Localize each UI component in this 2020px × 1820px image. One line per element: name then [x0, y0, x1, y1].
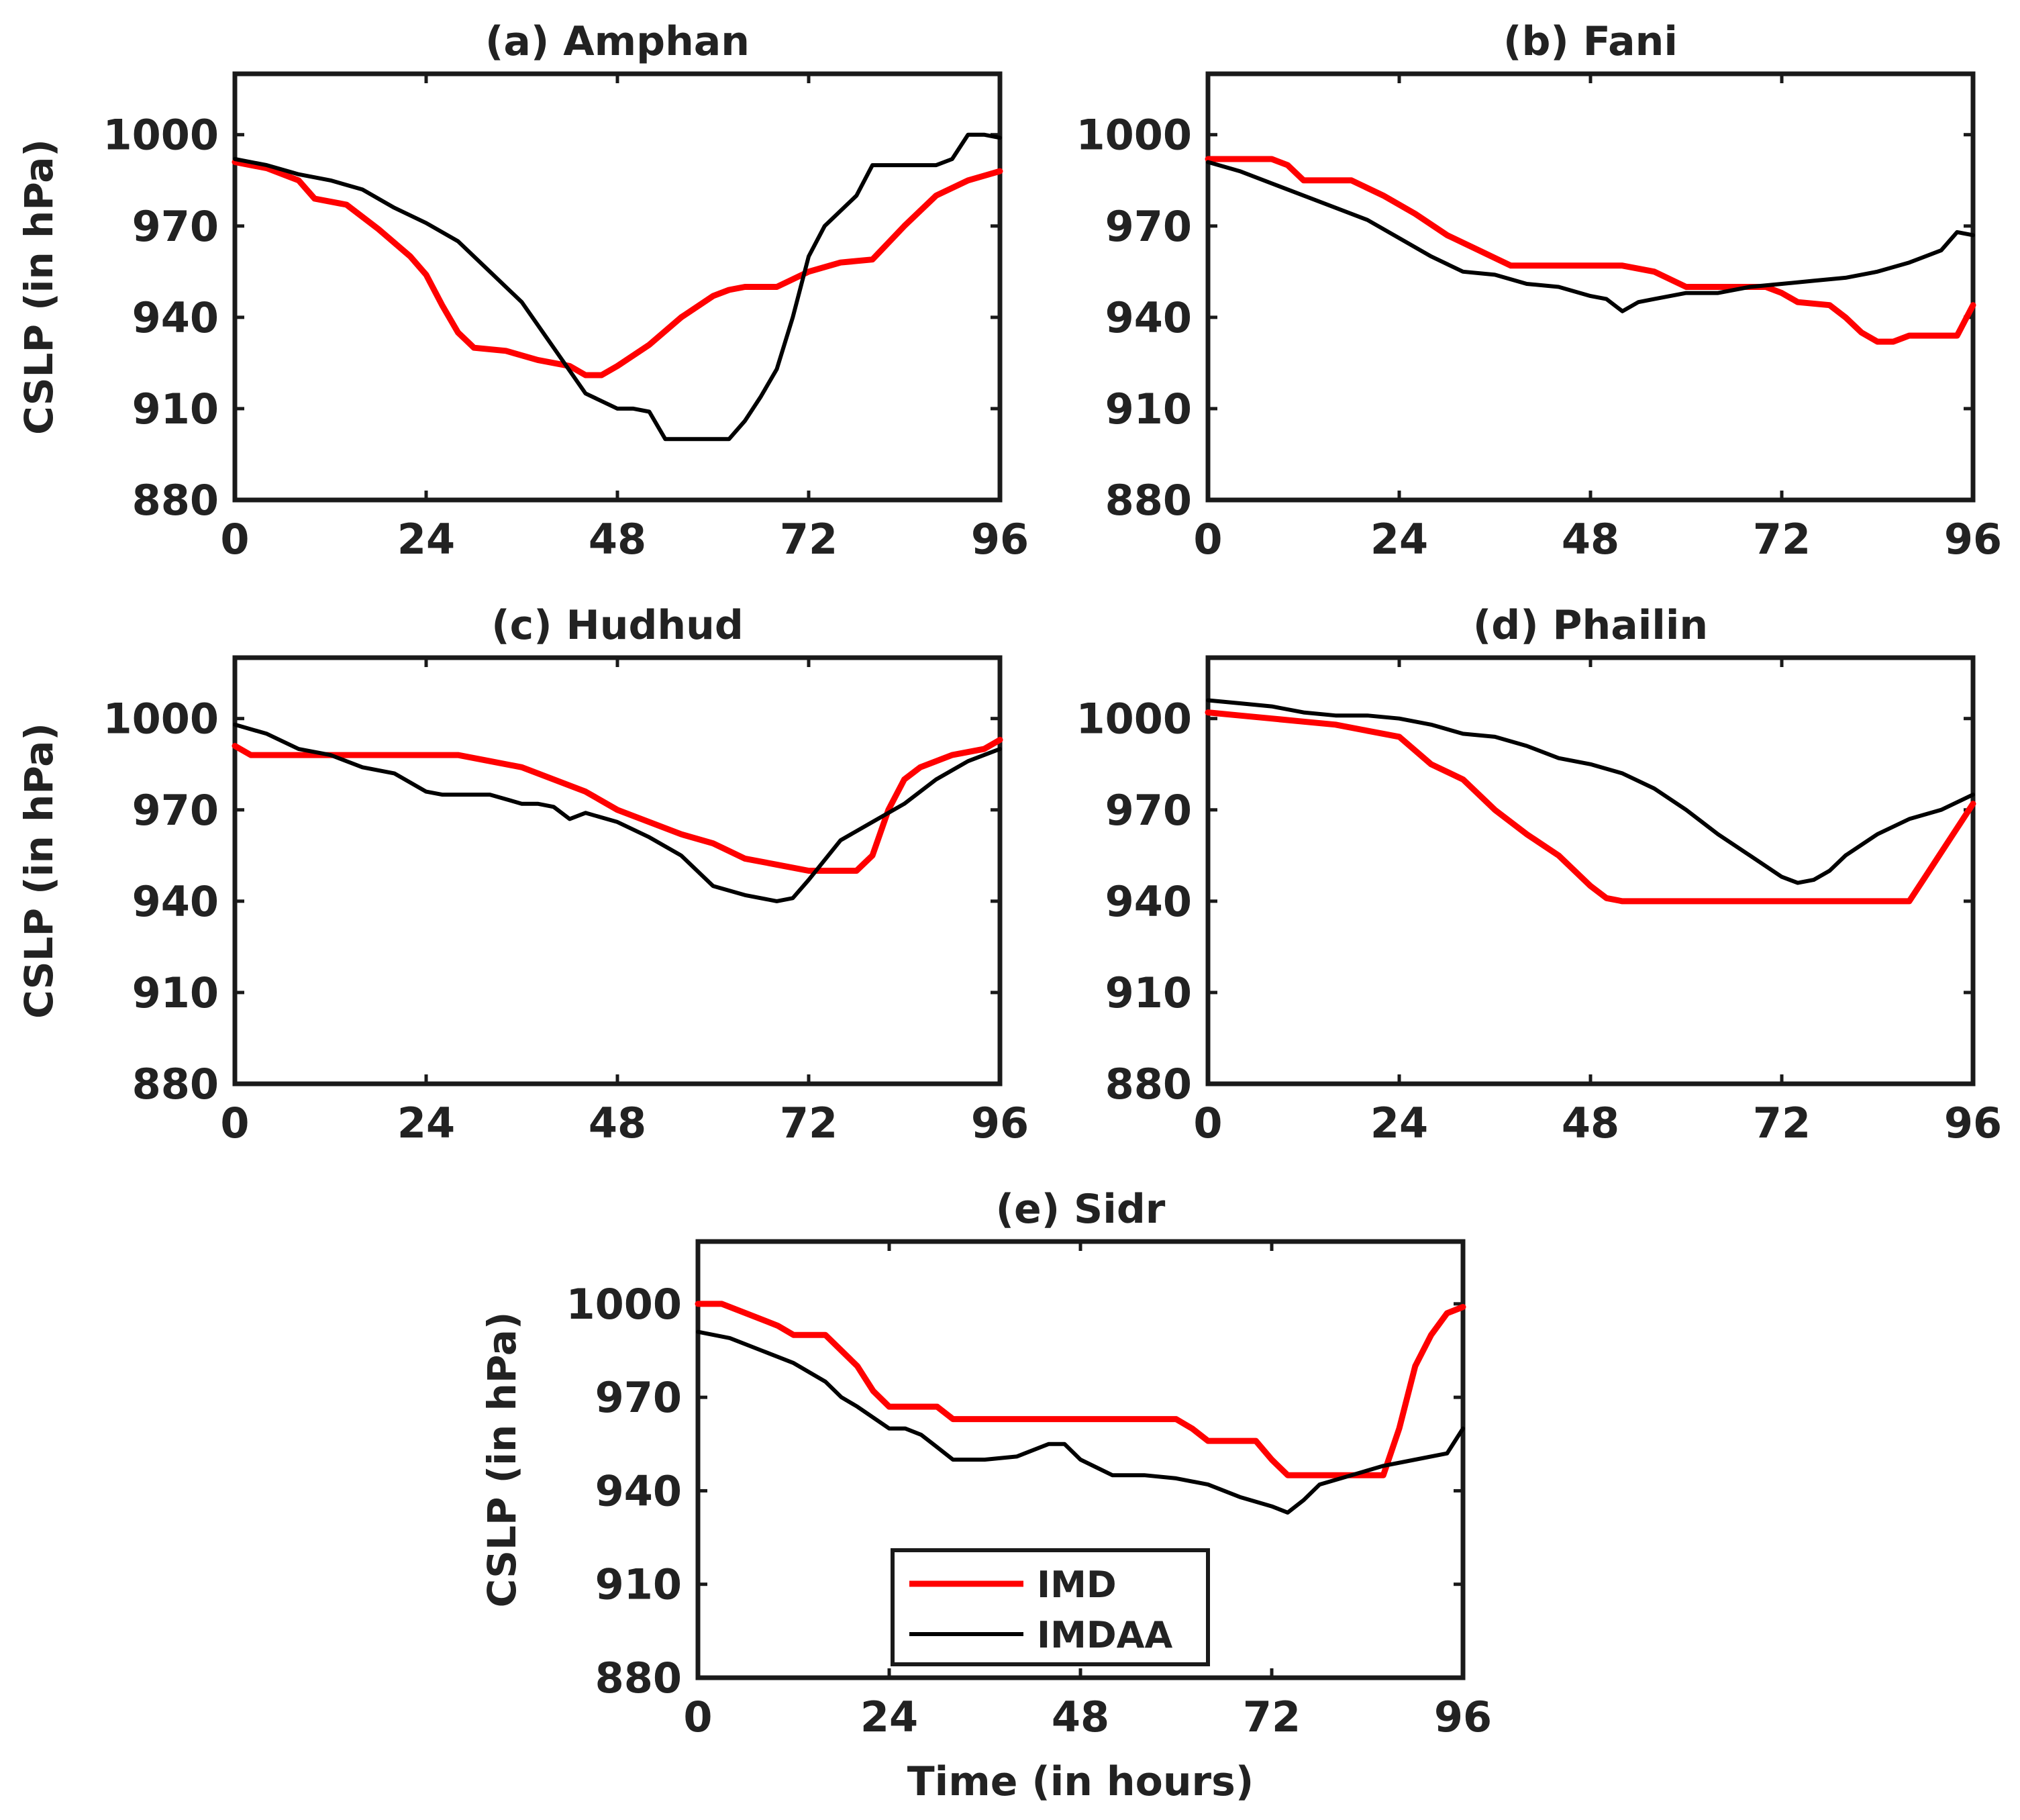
y-axis-label: CSLP (in hPa) — [16, 723, 62, 1019]
y-tick-label: 970 — [1105, 202, 1192, 251]
y-tick-label: 880 — [1105, 476, 1192, 525]
y-tick-label: 880 — [595, 1654, 682, 1703]
y-tick-label: 970 — [132, 786, 219, 835]
x-tick-label: 0 — [1193, 515, 1222, 564]
chart-title: (a) Amphan — [485, 18, 750, 65]
axes-frame — [232, 71, 1003, 503]
series-line-imdaa — [1206, 160, 1975, 313]
x-tick-label: 24 — [1370, 515, 1428, 564]
legend-label-imdaa: IMDAA — [1037, 1614, 1172, 1656]
chart-panel-b: (b) Fani 880 910 940 970 1000 0 24 48 72 96 — [1076, 18, 2002, 564]
chart-panel-e: (e) Sidr CSLP (in hPa) Time (in hours) 880 9… — [479, 1186, 1492, 1805]
series-line-imdaa — [696, 1329, 1465, 1515]
y-tick-label: 940 — [132, 877, 219, 926]
x-tick-label: 96 — [1944, 1099, 2002, 1148]
series-line-imd — [1205, 156, 1976, 345]
y-tick-label: 880 — [1105, 1060, 1192, 1109]
x-tick-label: 24 — [860, 1692, 918, 1741]
chart-panel-a: (a) Amphan CSLP (in hPa) 880 910 940 970 1000 0… — [16, 18, 1029, 564]
y-tick-label: 940 — [595, 1466, 682, 1515]
series-line-imdaa — [1206, 698, 1975, 885]
x-tick-label: 24 — [397, 1099, 455, 1148]
x-tick-label: 48 — [1052, 1692, 1109, 1741]
series-line-imdaa — [233, 722, 1002, 903]
series-line-imd — [232, 737, 1003, 874]
x-tick-label: 48 — [589, 1099, 646, 1148]
y-tick-label: 970 — [132, 202, 219, 251]
x-tick-label: 0 — [220, 1099, 249, 1148]
y-tick-label: 910 — [1105, 968, 1192, 1017]
x-tick-label: 72 — [780, 1099, 838, 1148]
series-line-imd — [1205, 709, 1976, 905]
legend: IMD IMDAA — [891, 1548, 1210, 1666]
y-tick-label: 1000 — [103, 111, 219, 160]
chart-title: (c) Hudhud — [491, 602, 744, 649]
legend-label-imd: IMD — [1037, 1564, 1117, 1606]
y-tick-label: 940 — [132, 293, 219, 342]
x-tick-label: 96 — [971, 1099, 1029, 1148]
axes-frame — [232, 655, 1003, 1086]
y-tick-label: 910 — [595, 1560, 682, 1609]
x-tick-label: 72 — [780, 515, 838, 564]
x-tick-label: 48 — [1562, 515, 1619, 564]
y-axis-label: CSLP (in hPa) — [16, 139, 62, 435]
x-tick-label: 24 — [397, 515, 455, 564]
series-line-imdaa — [233, 132, 1002, 442]
x-tick-label: 48 — [1562, 1099, 1619, 1148]
chart-title: (b) Fani — [1503, 18, 1678, 65]
y-tick-label: 1000 — [1076, 695, 1192, 744]
series-line-imd — [232, 159, 1003, 378]
chart-panel-c: (c) Hudhud CSLP (in hPa) 880 910 940 970 1000 0… — [16, 602, 1029, 1148]
y-tick-label: 880 — [132, 476, 219, 525]
y-tick-label: 910 — [132, 385, 219, 434]
x-tick-label: 48 — [589, 515, 646, 564]
y-tick-label: 970 — [595, 1373, 682, 1422]
y-tick-label: 1000 — [1076, 111, 1192, 160]
x-tick-label: 0 — [683, 1692, 712, 1741]
y-tick-label: 1000 — [103, 695, 219, 744]
y-tick-label: 1000 — [566, 1280, 682, 1329]
x-tick-label: 72 — [1753, 1099, 1811, 1148]
chart-title: (d) Phailin — [1473, 602, 1708, 649]
y-tick-label: 910 — [1105, 385, 1192, 434]
y-tick-label: 970 — [1105, 786, 1192, 835]
x-tick-label: 0 — [220, 515, 249, 564]
axes-frame — [1205, 71, 1976, 503]
x-tick-label: 96 — [971, 515, 1029, 564]
y-tick-label: 940 — [1105, 293, 1192, 342]
y-tick-label: 940 — [1105, 877, 1192, 926]
y-tick-label: 910 — [132, 968, 219, 1017]
x-tick-label: 0 — [1193, 1099, 1222, 1148]
y-axis-label: CSLP (in hPa) — [479, 1312, 525, 1608]
x-tick-label: 24 — [1370, 1099, 1428, 1148]
chart-title: (e) Sidr — [996, 1186, 1166, 1233]
y-tick-label: 880 — [132, 1060, 219, 1109]
x-tick-label: 72 — [1243, 1692, 1301, 1741]
x-tick-label: 72 — [1753, 515, 1811, 564]
x-axis-label: Time (in hours) — [907, 1758, 1254, 1805]
legend-box — [891, 1548, 1210, 1666]
x-tick-label: 96 — [1944, 515, 2002, 564]
chart-panel-d: (d) Phailin 880 910 940 970 1000 0 24 48 72 96 — [1076, 602, 2002, 1148]
x-tick-label: 96 — [1434, 1692, 1492, 1741]
series-line-imd — [695, 1301, 1466, 1478]
